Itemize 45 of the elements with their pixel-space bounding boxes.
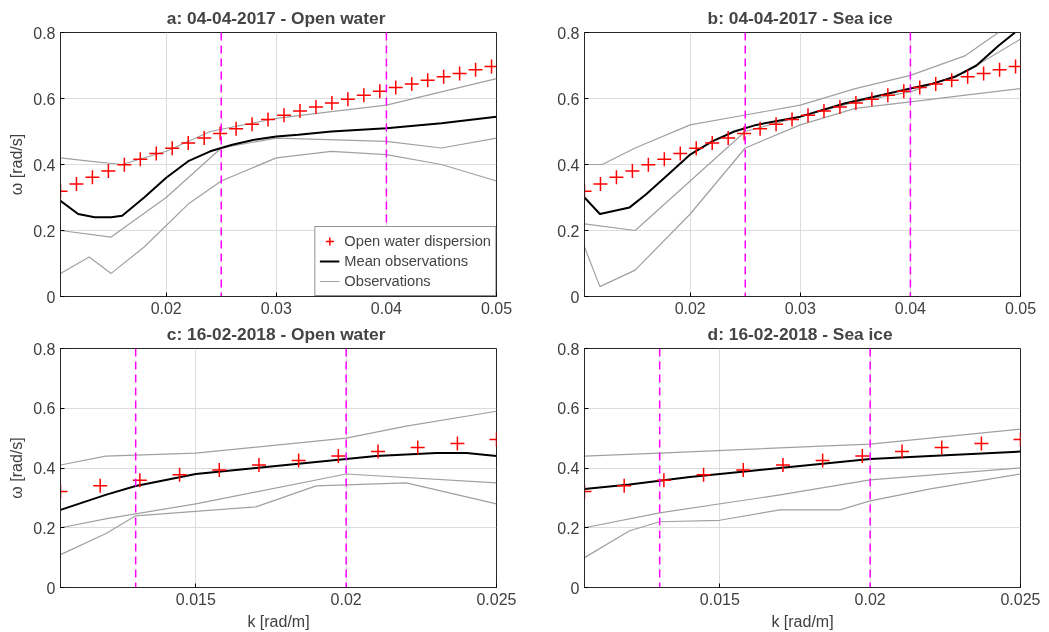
- x-tick-label: 0.025: [476, 590, 517, 608]
- y-tick-label: 0.6: [33, 400, 56, 418]
- y-tick-label: 0.8: [33, 24, 56, 42]
- y-tick-label: 0.2: [557, 519, 580, 537]
- x-tick-label: 0.02: [854, 590, 886, 608]
- y-tick-label: 0.6: [557, 400, 580, 418]
- legend-label: Observations: [344, 273, 431, 289]
- x-tick-label: 0.03: [784, 299, 816, 317]
- legend-label: Mean observations: [344, 253, 469, 269]
- chart-title: a: 04-04-2017 - Open water: [166, 7, 386, 28]
- y-axis-title: ω [rad/s]: [8, 437, 26, 499]
- x-tick-label: 0.02: [150, 299, 182, 317]
- y-tick-label: 0: [570, 579, 580, 597]
- x-tick-label: 0.05: [1004, 299, 1037, 317]
- x-tick-label: 0.015: [175, 590, 216, 608]
- chart-title: d: 16-02-2018 - Sea ice: [707, 323, 893, 344]
- x-tick-label: 0.04: [894, 299, 927, 317]
- x-tick-label: 0.02: [674, 299, 706, 317]
- x-tick-label: 0.025: [1000, 590, 1041, 608]
- x-tick-label: 0.03: [260, 299, 292, 317]
- y-tick-label: 0: [570, 288, 580, 306]
- y-tick-label: 0.8: [557, 340, 580, 358]
- y-tick-label: 0.6: [33, 90, 56, 108]
- y-tick-label: 0.2: [557, 222, 580, 240]
- y-tick-label: 0.4: [33, 156, 56, 174]
- y-tick-label: 0.4: [33, 460, 56, 477]
- y-tick-label: 0.4: [557, 156, 580, 174]
- y-tick-label: 0.2: [33, 519, 56, 537]
- x-tick-label: 0.02: [330, 590, 362, 608]
- y-tick-label: 0.8: [33, 340, 56, 358]
- y-tick-label: 0: [46, 579, 56, 597]
- x-tick-label: 0.015: [699, 590, 740, 608]
- chart-title: b: 04-04-2017 - Sea ice: [707, 7, 893, 28]
- legend-label: Open water dispersion: [344, 233, 491, 249]
- y-tick-label: 0.8: [557, 24, 580, 42]
- x-axis-title: k [rad/m]: [247, 612, 310, 630]
- y-tick-label: 0.4: [557, 460, 580, 477]
- y-axis-title: ω [rad/s]: [8, 133, 26, 196]
- x-tick-label: 0.04: [370, 299, 403, 317]
- chart-title: c: 16-02-2018 - Open water: [166, 323, 386, 344]
- y-tick-label: 0: [46, 288, 56, 306]
- x-axis-title: k [rad/m]: [771, 612, 834, 630]
- y-tick-label: 0.6: [557, 90, 580, 108]
- y-tick-label: 0.2: [33, 222, 56, 240]
- x-tick-label: 0.05: [480, 299, 513, 317]
